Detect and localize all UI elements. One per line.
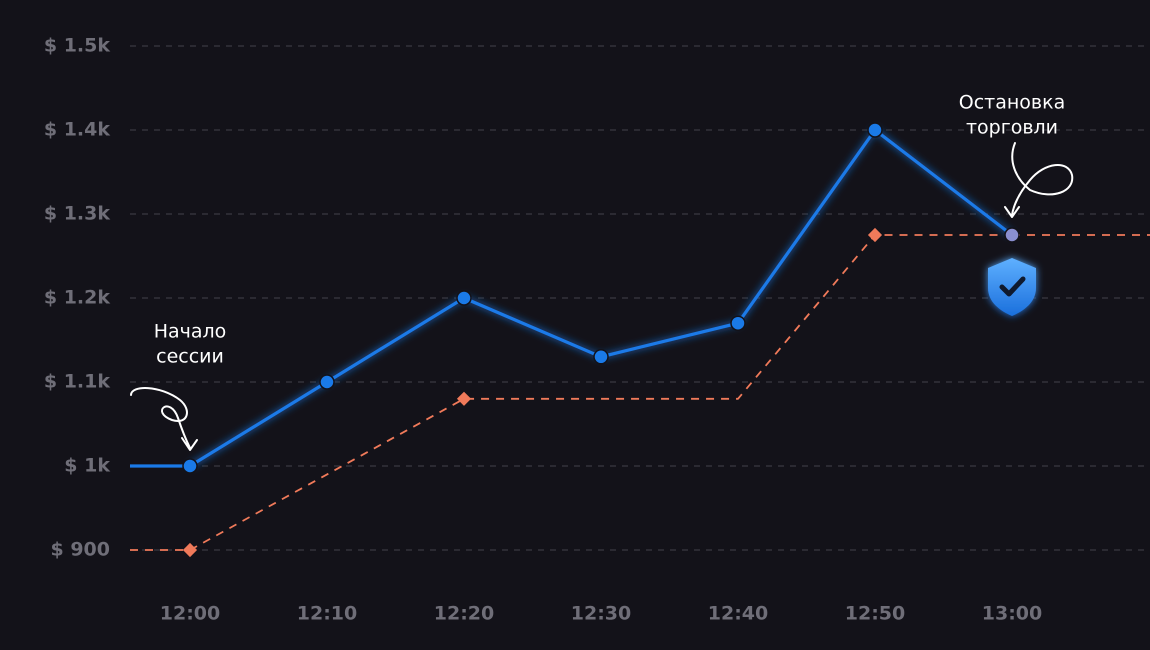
annotation-text: сессии [156,346,224,368]
grid: $ 900 $ 1k $ 1.1k $ 1.2k $ 1.3k $ 1.4k $ 1.5k 1… [44,35,1150,625]
y-tick-label: $ 1.3k [44,203,110,225]
point-marker [182,458,198,474]
annotation-text: торговли [966,117,1058,139]
point-marker [867,227,883,243]
plot [130,122,1150,558]
y-tick-label: $ 1.2k [44,287,110,309]
point-marker [1004,227,1020,243]
y-tick-label: $ 1.5k [44,35,110,57]
point-marker [456,391,472,406]
x-tick-label: 12:30 [571,603,631,625]
x-tick-label: 12:40 [708,603,768,625]
annotation-text: Начало [154,321,227,343]
series-line [189,234,1012,551]
y-tick-label: $ 1k [64,455,110,477]
y-tick-label: $ 1.4k [44,119,110,141]
x-tick-label: 12:20 [434,603,494,625]
point-marker [730,315,746,331]
annotations: Начало сессии Остановка торговли [130,92,1074,451]
x-tick-label: 13:00 [982,603,1042,625]
annotation-arrow [130,387,198,451]
y-tick-label: $ 1.1k [44,371,110,393]
shield-icon [988,258,1036,316]
x-tick-label: 12:50 [845,603,905,625]
point-marker [456,290,472,306]
x-tick-label: 12:00 [160,603,220,625]
x-tick-label: 12:10 [297,603,357,625]
point-marker [182,542,198,558]
point-marker [319,374,335,390]
point-marker [593,349,609,365]
annotation-text: Остановка [959,92,1065,114]
annotation-arrow [1004,142,1074,218]
y-tick-label: $ 900 [51,539,111,561]
point-marker [867,122,883,138]
